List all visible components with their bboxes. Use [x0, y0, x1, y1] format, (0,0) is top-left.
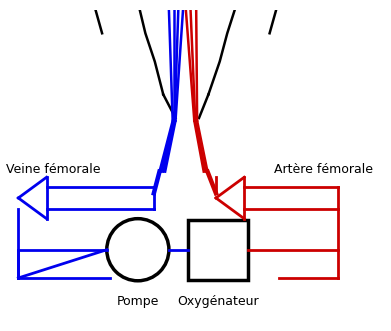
Text: Veine fémorale: Veine fémorale	[6, 163, 100, 176]
Text: Oxygénateur: Oxygénateur	[177, 295, 259, 308]
Text: Pompe: Pompe	[117, 295, 159, 308]
Text: Artère fémorale: Artère fémorale	[274, 163, 373, 176]
